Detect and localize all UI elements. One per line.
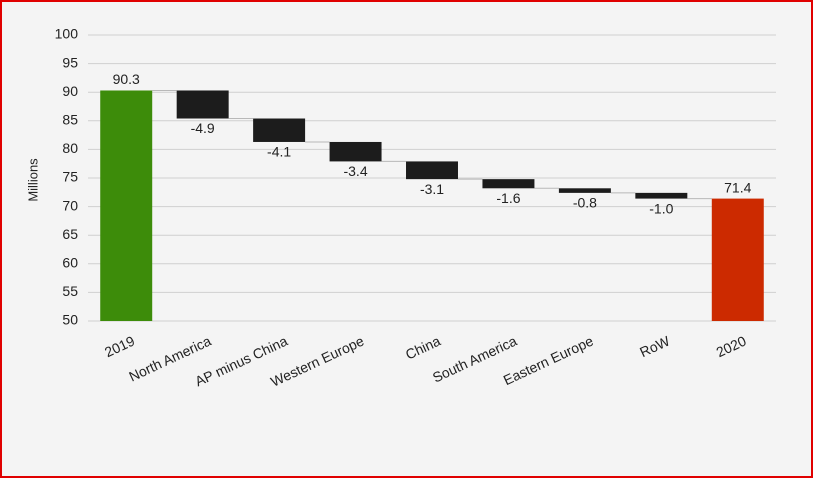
x-tick-label: China — [403, 332, 443, 362]
x-tick-label: 2019 — [102, 332, 137, 360]
y-tick-label: 65 — [62, 226, 78, 242]
total-bar — [100, 90, 153, 321]
x-tick-label: 2020 — [714, 332, 749, 360]
change-bar — [329, 141, 382, 162]
x-tick-label: RoW — [637, 332, 673, 360]
y-tick-label: 70 — [62, 197, 78, 213]
change-bar — [558, 188, 611, 193]
value-label: 90.3 — [113, 71, 140, 87]
y-tick-label: 75 — [62, 169, 78, 185]
change-bar — [635, 192, 688, 199]
y-tick-label: 80 — [62, 140, 78, 156]
y-tick-label: 100 — [55, 26, 79, 42]
y-tick-label: 55 — [62, 283, 78, 299]
y-tick-label: 85 — [62, 112, 78, 128]
change-bar — [253, 118, 306, 142]
y-tick-label: 90 — [62, 83, 78, 99]
change-bar — [482, 179, 535, 189]
value-label: -0.8 — [573, 195, 597, 211]
value-label: -1.6 — [496, 190, 520, 206]
value-label: -3.1 — [420, 181, 444, 197]
value-label: 71.4 — [724, 179, 751, 195]
y-tick-label: 60 — [62, 255, 78, 271]
y-tick-label: 95 — [62, 54, 78, 70]
total-bar — [711, 198, 764, 321]
value-label: -4.9 — [191, 120, 215, 136]
value-label: -4.1 — [267, 144, 291, 160]
value-label: -3.4 — [343, 163, 367, 179]
change-bar — [406, 161, 458, 180]
y-tick-label: 50 — [62, 312, 78, 328]
change-bar — [176, 90, 229, 119]
value-label: -1.0 — [649, 200, 673, 216]
y-axis-label: Millions — [25, 158, 40, 202]
